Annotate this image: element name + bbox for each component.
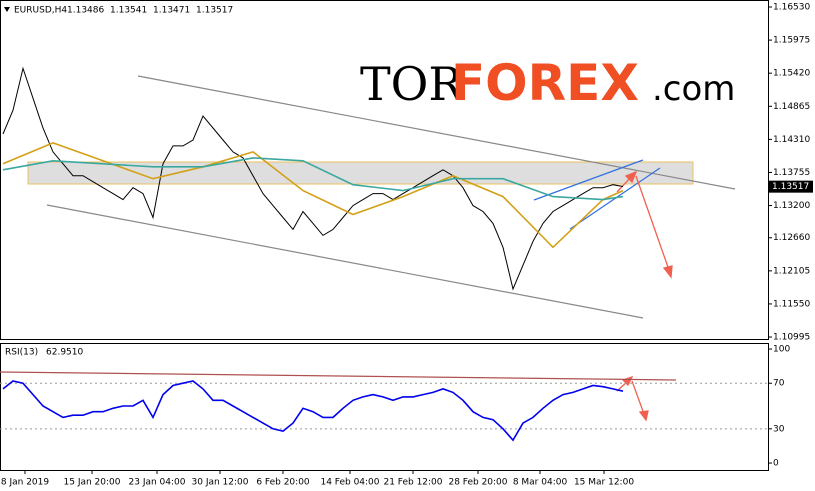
x-tick-label: 8 Jan 2019	[1, 478, 49, 488]
header-close: 1.13517	[196, 6, 233, 16]
y-tick-label: 1.14865	[773, 102, 810, 112]
logo-forex: FOREX	[451, 54, 639, 112]
y-tick-label: 30	[773, 424, 785, 434]
series-line	[2, 66, 624, 291]
forecast-arrows	[616, 170, 673, 422]
series-line	[2, 380, 624, 442]
y-tick-label: 1.13200	[773, 201, 810, 211]
series-line	[2, 142, 624, 249]
last-price-label: 1.13517	[772, 182, 809, 192]
y-tick-label: 100	[773, 345, 790, 355]
x-tick-label: 6 Feb 20:00	[256, 478, 310, 488]
rsi-name: RSI(13)	[5, 348, 38, 358]
logo-com: .com	[652, 69, 735, 109]
header-symbol: EURUSD,H4	[14, 6, 67, 16]
header-arrow	[4, 7, 10, 12]
wedge-upper	[533, 159, 644, 201]
x-tick-label: 21 Feb 12:00	[383, 478, 442, 488]
channel-upper	[137, 75, 736, 190]
x-tick-label: 30 Jan 12:00	[192, 478, 249, 488]
logo-tor: TOR	[360, 57, 464, 111]
x-tick-label: 8 Mar 04:00	[513, 478, 568, 488]
x-tick-label: 23 Jan 04:00	[129, 478, 186, 488]
y-tick-label: 1.10995	[773, 333, 810, 343]
x-tick-label: 15 Mar 12:00	[574, 478, 634, 488]
price-frame	[0, 0, 769, 340]
channel-lower	[46, 204, 644, 319]
y-tick-label: 1.15420	[773, 69, 810, 79]
y-tick-label: 70	[773, 379, 785, 389]
y-tick-label: 1.13755	[773, 168, 810, 178]
x-tick-label: 14 Feb 04:00	[320, 478, 379, 488]
x-tick-label: 28 Feb 20:00	[448, 478, 507, 488]
last-price-box	[769, 180, 813, 193]
y-tick-label: 1.16530	[773, 3, 810, 13]
rsi-trendline	[0, 371, 677, 381]
y-tick-label: 0	[773, 459, 779, 469]
header-low: 1.13471	[153, 6, 190, 16]
y-tick-label: 1.15975	[773, 36, 810, 46]
x-tick-label: 15 Jan 20:00	[64, 478, 121, 488]
y-tick-label: 1.14310	[773, 135, 810, 145]
series-line	[2, 157, 624, 201]
y-tick-label: 1.12660	[773, 233, 810, 243]
header-high: 1.13541	[110, 6, 147, 16]
rsi-value: 62.9510	[46, 348, 83, 358]
rsi-frame	[0, 343, 769, 471]
y-tick-label: 1.11550	[773, 299, 810, 309]
header-open: 1.13486	[67, 6, 104, 16]
y-tick-label: 1.12105	[773, 266, 810, 276]
